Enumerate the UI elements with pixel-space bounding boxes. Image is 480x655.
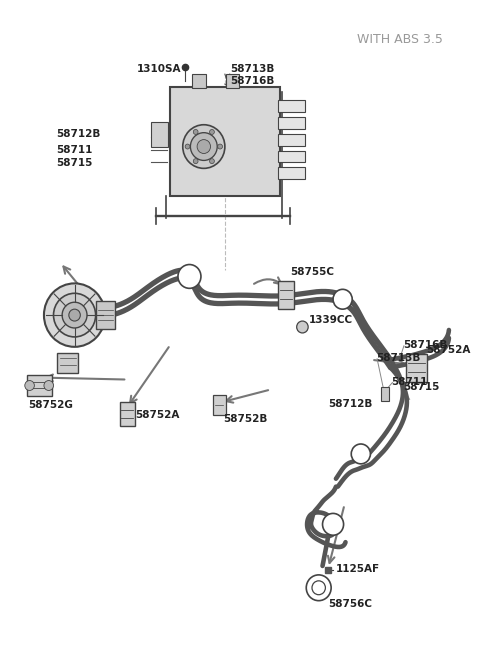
Text: 58752B: 58752B xyxy=(223,414,267,424)
Text: 58712B: 58712B xyxy=(56,128,101,139)
Bar xyxy=(278,282,294,309)
Circle shape xyxy=(191,133,217,160)
Circle shape xyxy=(183,124,225,168)
Bar xyxy=(226,74,239,88)
Circle shape xyxy=(185,144,190,149)
Bar xyxy=(278,168,305,179)
Circle shape xyxy=(197,140,211,153)
Bar xyxy=(27,375,52,396)
Circle shape xyxy=(193,159,198,164)
Bar xyxy=(214,396,226,415)
Circle shape xyxy=(53,293,96,337)
Text: 58716B: 58716B xyxy=(403,340,447,350)
Circle shape xyxy=(69,309,80,321)
Bar xyxy=(96,301,115,329)
Text: 58713B: 58713B xyxy=(230,64,275,74)
Bar xyxy=(406,354,427,382)
Circle shape xyxy=(323,514,344,535)
Text: 58752A: 58752A xyxy=(135,410,179,421)
Text: 58713B: 58713B xyxy=(376,353,420,363)
Circle shape xyxy=(210,159,215,164)
Circle shape xyxy=(333,290,352,309)
Bar xyxy=(278,134,305,145)
Text: 1125AF: 1125AF xyxy=(336,564,380,574)
Text: 58715: 58715 xyxy=(56,159,93,168)
Bar xyxy=(192,74,206,88)
Text: 58755C: 58755C xyxy=(290,267,334,278)
Text: 58752A: 58752A xyxy=(426,345,470,355)
Text: 58716B: 58716B xyxy=(230,76,275,86)
Bar xyxy=(57,353,78,373)
Text: 58715: 58715 xyxy=(403,383,439,392)
Text: 58756C: 58756C xyxy=(328,599,372,608)
Bar xyxy=(170,87,280,196)
Bar xyxy=(151,122,168,147)
Circle shape xyxy=(62,302,87,328)
Text: 58752G: 58752G xyxy=(29,400,73,410)
Circle shape xyxy=(218,144,223,149)
Bar xyxy=(278,117,305,128)
Bar xyxy=(278,151,305,162)
Bar xyxy=(381,388,389,402)
Text: 1339CC: 1339CC xyxy=(309,315,353,325)
Circle shape xyxy=(210,130,215,134)
Circle shape xyxy=(193,130,198,134)
Text: 58711: 58711 xyxy=(56,145,93,155)
Text: WITH ABS 3.5: WITH ABS 3.5 xyxy=(357,33,443,46)
Bar xyxy=(120,402,135,426)
Text: 58711: 58711 xyxy=(392,377,428,386)
Bar xyxy=(278,100,305,112)
Circle shape xyxy=(25,381,35,390)
Circle shape xyxy=(44,284,105,347)
Text: 58712B: 58712B xyxy=(328,400,372,409)
Circle shape xyxy=(44,381,53,390)
Circle shape xyxy=(178,265,201,288)
Circle shape xyxy=(351,444,371,464)
Circle shape xyxy=(297,321,308,333)
Text: 1310SA: 1310SA xyxy=(137,64,181,74)
